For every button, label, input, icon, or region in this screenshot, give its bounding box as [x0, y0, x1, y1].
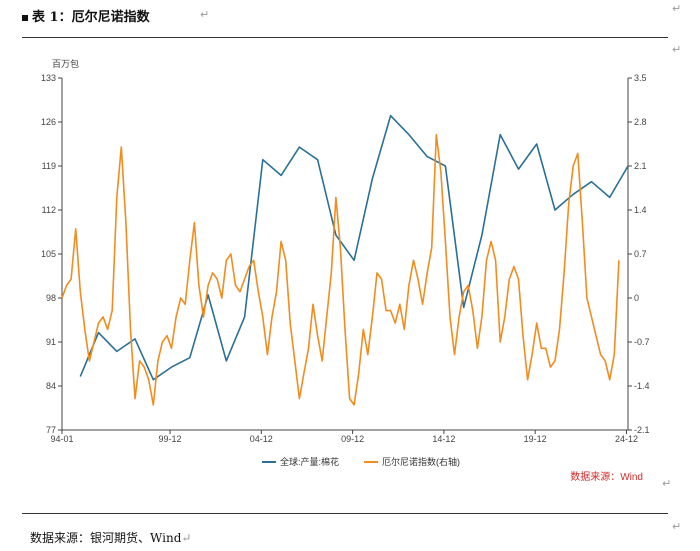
legend-label-2: 厄尔尼诺指数(右轴)	[382, 456, 460, 467]
chart-legend: 全球:产量:棉花 厄尔尼诺指数(右轴)	[262, 456, 460, 467]
y-left-tick-label: 77	[46, 425, 56, 435]
y-right-tick-label: -0.7	[634, 337, 650, 347]
y-left-tick-label: 112	[42, 205, 56, 215]
y-left-tick-label: 126	[41, 117, 56, 127]
top-rule	[22, 37, 668, 38]
return-mark-icon: ↵	[662, 477, 672, 490]
y-right-tick-label: 0	[634, 293, 639, 303]
x-tick-label: 14-12	[432, 434, 455, 444]
footer-source: 数据来源：银河期货、Wind↵	[30, 529, 191, 546]
footer-source-text: 数据来源：银河期货、Wind	[30, 531, 182, 545]
chart-series	[61, 114, 629, 406]
x-tick-label: 19-12	[524, 434, 547, 444]
series-line-1	[79, 114, 629, 381]
y-right-tick-label: 1.4	[634, 205, 647, 215]
y-left-tick-label: 133	[41, 73, 56, 83]
chart-source-note: 数据来源：Wind	[570, 470, 643, 483]
y-right-tick-label: -2.1	[634, 425, 650, 435]
y-right-tick-label: 0.7	[634, 249, 647, 259]
series-line-2	[61, 133, 620, 406]
return-mark-icon: ↵	[672, 2, 682, 15]
return-mark-icon: ↵	[200, 8, 210, 21]
x-tick-label: 99-12	[159, 434, 182, 444]
return-mark-icon: ↵	[672, 43, 682, 56]
caption-bullet-icon	[22, 14, 28, 21]
y-left-tick-label: 84	[46, 381, 56, 391]
y-left-tick-label: 119	[42, 161, 56, 171]
caption-title: 表 1：厄尔尼诺指数	[32, 10, 150, 25]
x-tick-label: 09-12	[341, 434, 364, 444]
x-tick-label: 04-12	[250, 434, 273, 444]
table-caption: 表 1：厄尔尼诺指数	[22, 6, 150, 25]
return-mark-icon: ↵	[672, 520, 682, 533]
y-right-tick-label: -1.4	[634, 381, 650, 391]
x-tick-label: 24-12	[615, 434, 638, 444]
y-left-tick-label: 105	[41, 249, 56, 259]
y-left-tick-label: 98	[46, 293, 56, 303]
x-tick-label: 94-01	[50, 434, 73, 444]
y-right-tick-label: 2.8	[634, 117, 647, 127]
y-right-tick-label: 3.5	[634, 73, 647, 83]
y-left-tick-label: 91	[46, 337, 56, 347]
y-right-tick-label: 2.1	[634, 161, 647, 171]
legend-label-1: 全球:产量:棉花	[280, 456, 339, 467]
bottom-rule	[22, 513, 668, 514]
left-axis-unit: 百万包	[52, 58, 79, 69]
chart-axes: 77 84 91 98 105 112 119 126 133 -2.1 -1.4 -0.7 0 0.7 1…	[41, 73, 650, 444]
return-mark-icon: ↵	[181, 531, 192, 545]
